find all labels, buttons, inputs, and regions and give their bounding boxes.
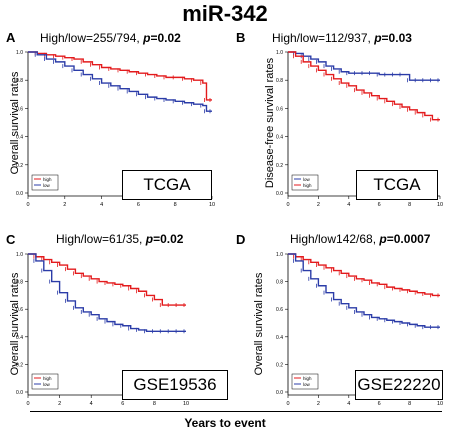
y-tick-label-a: 0.4	[16, 135, 23, 141]
panel-a-p-label: p	[143, 31, 151, 45]
figure-title: miR-342	[182, 1, 268, 26]
x-tick-label-a: 4	[100, 202, 103, 208]
panel-d-ylabel: Overall survival rates	[253, 272, 265, 376]
panel-b-ylabel: Disease-free survival rates	[264, 57, 276, 189]
panel-b-header: High/low=112/937, p=0.03	[272, 31, 412, 45]
legend-label-high-a: high	[43, 177, 52, 182]
panel-d-counts: High/low142/68,	[290, 232, 377, 246]
panel-b-counts: High/low=112/937,	[272, 31, 371, 45]
x-axis-label: Years to event	[184, 416, 266, 430]
panel-d-p-label: p	[379, 232, 387, 246]
panel-c-header: High/low=61/35, p=0.02	[56, 232, 183, 246]
panel-a-header: High/low=255/794, p=0.02	[40, 31, 181, 45]
y-tick-label-a: 0.0	[16, 191, 23, 197]
panel-c-p-value: =0.02	[153, 232, 184, 246]
panel-c-p-label: p	[145, 232, 154, 246]
panel-letter-c: C	[6, 232, 16, 247]
legend-label-low-a: low	[43, 183, 51, 188]
x-tick-label-a: 6	[137, 202, 140, 208]
panel-b-p-value: =0.03	[381, 31, 412, 45]
x-axis-divider	[30, 411, 442, 412]
panel-b-cohort: TCGA	[356, 170, 438, 200]
panel-b-p-label: p	[374, 31, 382, 45]
panel-a-counts: High/low=255/794,	[40, 31, 140, 45]
x-tick-label-a: 10	[209, 202, 215, 208]
panel-c-ylabel: Overall survival rates	[9, 272, 21, 376]
panel-letter-d: D	[236, 232, 246, 247]
panel-letter-a: A	[6, 30, 16, 45]
survival-curve-high-a	[28, 51, 212, 101]
y-tick-label-a: 1.0	[16, 50, 23, 56]
x-tick-label-a: 8	[174, 202, 177, 208]
panel-a-cohort: TCGA	[122, 170, 212, 200]
survival-curve-low-a	[28, 51, 212, 112]
x-tick-label-a: 0	[26, 202, 29, 208]
y-tick-label-a: 0.8	[16, 78, 23, 84]
panel-c-cohort: GSE19536	[122, 370, 228, 400]
panel-c-counts: High/low=61/35,	[56, 232, 143, 246]
panel-d-cohort: GSE22220	[355, 370, 443, 400]
panel-letter-b: B	[236, 30, 246, 45]
y-tick-label-a: 0.6	[16, 106, 23, 112]
panel-d-p-value: =0.0007	[386, 232, 431, 246]
panel-d-header: High/low142/68, p=0.0007	[290, 232, 430, 246]
panel-a-p-value: =0.02	[150, 31, 181, 45]
y-tick-label-a: 0.2	[16, 163, 23, 169]
x-tick-label-a: 2	[63, 202, 66, 208]
